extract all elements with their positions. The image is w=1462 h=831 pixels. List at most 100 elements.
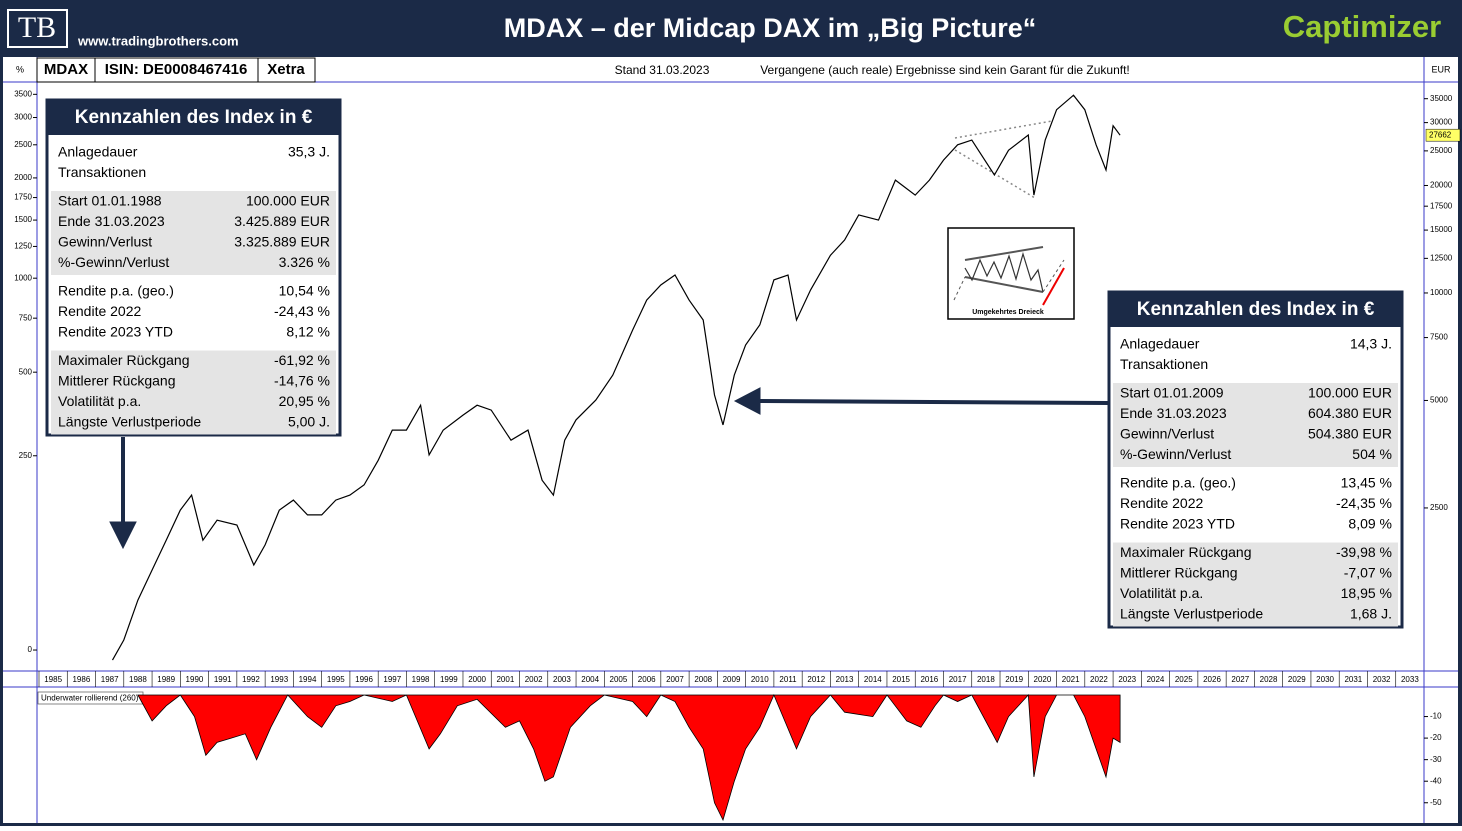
x-tick-label: 2002: [525, 675, 543, 684]
x-tick-label: 1992: [242, 675, 260, 684]
row-label: Start 01.01.1988: [58, 193, 162, 209]
inset-label: Umgekehrtes Dreieck: [972, 309, 1044, 316]
row-value: 13,45 %: [1341, 475, 1392, 491]
page-title: MDAX – der Midcap DAX im „Big Picture“: [504, 13, 1037, 43]
x-tick-label: 2023: [1118, 675, 1136, 684]
x-tick-label: 2027: [1231, 675, 1249, 684]
x-tick-label: 1987: [101, 675, 119, 684]
row-value: 8,09 %: [1348, 516, 1392, 532]
y-tick-label: 7500: [1430, 333, 1448, 342]
uw-tick-label: -30: [1430, 755, 1442, 764]
row-value: 1,68 J.: [1350, 606, 1392, 622]
y2-tick-label: 2000: [14, 173, 32, 182]
x-tick-label: 1999: [440, 675, 458, 684]
row-label: Maximaler Rückgang: [58, 352, 190, 368]
row-label: Längste Verlustperiode: [58, 414, 201, 430]
x-tick-label: 2022: [1090, 675, 1108, 684]
row-label: Längste Verlustperiode: [1120, 606, 1263, 622]
y2-tick-label: 1250: [14, 242, 32, 251]
row-label: %-Gewinn/Verlust: [1120, 446, 1231, 462]
row-value: 35,3 J.: [288, 144, 330, 160]
y-tick-label: 25000: [1430, 146, 1453, 155]
x-tick-label: 1994: [299, 675, 317, 684]
x-tick-label: 2004: [581, 675, 599, 684]
x-tick-label: 2030: [1316, 675, 1334, 684]
underwater-area: [137, 693, 1121, 822]
x-tick-label: 2009: [723, 675, 741, 684]
row-value: 14,3 J.: [1350, 336, 1392, 352]
x-tick-label: 1998: [412, 675, 430, 684]
row-value: -24,43 %: [274, 303, 330, 319]
x-tick-label: 2001: [496, 675, 514, 684]
y2-tick-label: 1000: [14, 273, 32, 282]
row-label: Volatilität p.a.: [1120, 585, 1203, 601]
y2-tick-label: 3000: [14, 113, 32, 122]
right-unit: EUR: [1431, 64, 1451, 74]
y2-tick-label: 0: [28, 645, 33, 654]
x-tick-label: 2026: [1203, 675, 1221, 684]
x-tick-label: 1989: [157, 675, 175, 684]
uw-tick-label: -10: [1430, 712, 1442, 721]
row-value: 3.326 %: [279, 254, 330, 270]
row-label: Volatilität p.a.: [58, 393, 141, 409]
row-label: Gewinn/Verlust: [1120, 426, 1214, 442]
x-tick-label: 2013: [836, 675, 854, 684]
row-value: -14,76 %: [274, 373, 330, 389]
row-label: %-Gewinn/Verlust: [58, 254, 169, 270]
x-tick-label: 2021: [1062, 675, 1080, 684]
row-value: 504 %: [1352, 446, 1392, 462]
info-box: Kennzahlen des Index in € Anlagedauer 14,3…: [1107, 290, 1404, 629]
y2-tick-label: 750: [19, 313, 33, 322]
y-tick-label: 17500: [1430, 201, 1453, 210]
row-value: 3.325.889 EUR: [234, 234, 330, 250]
row-label: Rendite 2023 YTD: [1120, 516, 1235, 532]
x-tick-label: 2018: [977, 675, 995, 684]
row-label: Rendite p.a. (geo.): [58, 283, 174, 299]
arrows: [109, 387, 1109, 550]
url: www.tradingbrothers.com: [77, 33, 239, 48]
last-value: 27662: [1429, 130, 1452, 139]
y-tick-label: 30000: [1430, 118, 1453, 127]
x-tick-label: 2011: [779, 675, 797, 684]
y2-tick-label: 1500: [14, 215, 32, 224]
isin: ISIN: DE0008467416: [105, 61, 248, 78]
y-tick-label: 2500: [1430, 503, 1448, 512]
x-tick-label: 2008: [694, 675, 712, 684]
exchange: Xetra: [267, 61, 305, 78]
x-tick-label: 1986: [72, 675, 90, 684]
row-label: Anlagedauer: [1120, 336, 1200, 352]
symbol: MDAX: [44, 61, 88, 78]
row-label: Rendite 2022: [1120, 495, 1204, 511]
row-value: 5,00 J.: [288, 414, 330, 430]
logo: TB: [18, 11, 56, 44]
x-tick-label: 1997: [383, 675, 401, 684]
x-tick-label: 2032: [1373, 675, 1391, 684]
x-tick-label: 2017: [949, 675, 967, 684]
row-value: 10,54 %: [279, 283, 330, 299]
row-label: Maximaler Rückgang: [1120, 544, 1252, 560]
row-label: Rendite p.a. (geo.): [1120, 475, 1236, 491]
left-unit: %: [16, 64, 24, 74]
box-title-bg: [1109, 292, 1402, 327]
group-shade: [51, 191, 336, 275]
x-tick-label: 2007: [666, 675, 684, 684]
uw-tick-label: -20: [1430, 733, 1442, 742]
row-label: Transaktionen: [1120, 356, 1208, 372]
row-value: -7,07 %: [1344, 565, 1392, 581]
uw-label: Underwater rollierend (260): [41, 694, 139, 703]
x-tick-label: 2024: [1147, 675, 1165, 684]
row-label: Mittlerer Rückgang: [58, 373, 176, 389]
row-label: Rendite 2022: [58, 303, 142, 319]
y2-tick-label: 2500: [14, 140, 32, 149]
x-tick-label: 1993: [270, 675, 288, 684]
row-label: Mittlerer Rückgang: [1120, 565, 1238, 581]
row-value: 504.380 EUR: [1308, 426, 1392, 442]
x-tick-label: 2028: [1260, 675, 1278, 684]
row-value: 8,12 %: [286, 324, 330, 340]
x-tick-label: 2012: [807, 675, 825, 684]
row-value: -39,98 %: [1336, 544, 1392, 560]
logo-frame: [7, 9, 68, 48]
box-title-bg: [47, 100, 340, 135]
group-shade: [51, 350, 336, 435]
